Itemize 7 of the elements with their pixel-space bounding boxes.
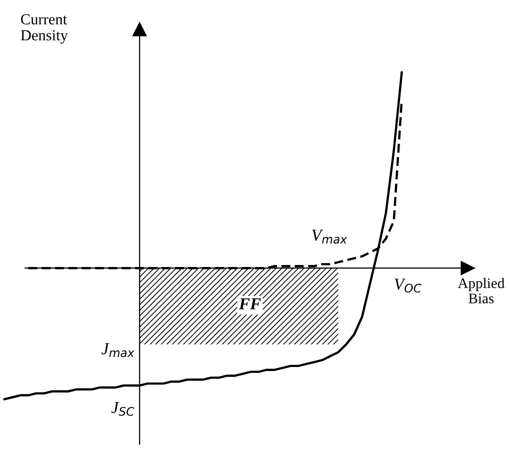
annotation: J$_{max}$ [102,343,134,358]
y-axis-title: Current Density [20,14,68,44]
text: J$_{SC}$ [111,402,134,416]
annotation: V$_{OC}$ [394,278,422,293]
x-axis-title: Applied Bias [458,278,505,304]
annotation: FF [238,298,261,310]
annotation: V$_{max}$ [312,230,348,244]
